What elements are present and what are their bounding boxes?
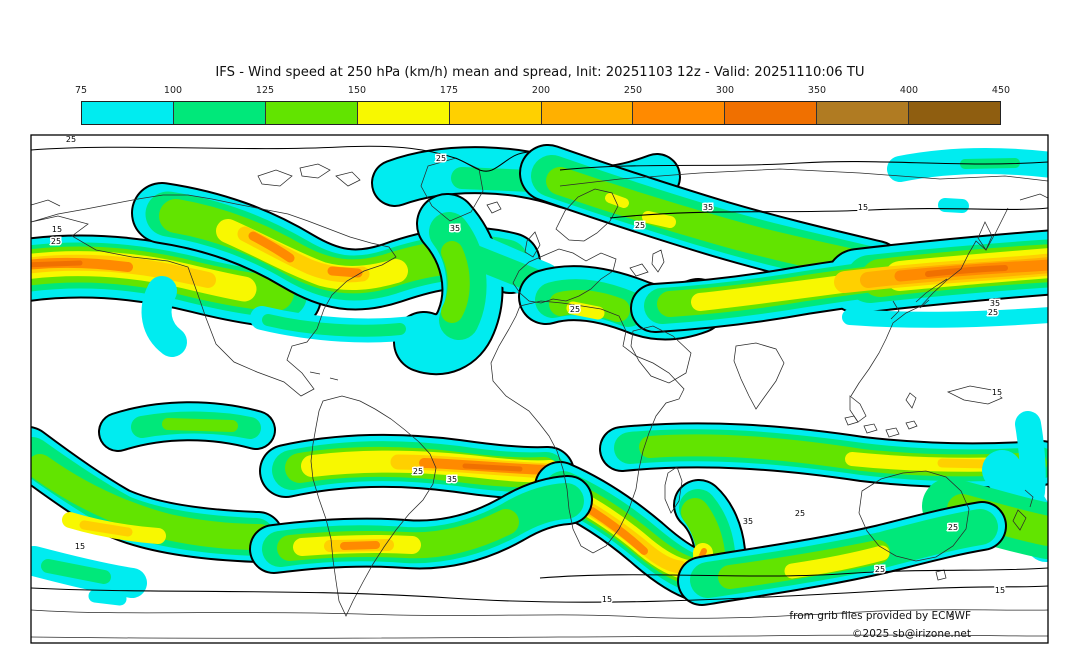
colorbar-segment	[909, 102, 1001, 124]
colorbar-segment	[817, 102, 910, 124]
contour-label: 15	[52, 225, 62, 234]
contour-label: 25	[51, 237, 61, 246]
colorbar-tick-label: 450	[991, 85, 1011, 96]
band-bottom-left	[31, 546, 147, 606]
colorbar-tick-label: 200	[531, 85, 551, 96]
contour-label: 25	[413, 467, 423, 476]
contour-label: 25	[988, 308, 998, 317]
band-indian-band	[599, 422, 1048, 489]
band-sp-left-band	[31, 426, 284, 563]
contour-label: 25	[66, 135, 76, 144]
contour-label: 15	[75, 542, 85, 551]
colorbar-tick-label: 400	[899, 85, 919, 96]
colorbar-segment	[265, 102, 358, 124]
contour-label: 25	[948, 523, 958, 532]
contour-label: 15	[992, 388, 1002, 397]
attribution-source: from grib files provided by ECMWF	[789, 610, 971, 622]
attribution-copyright: ©2025 sb@irizone.net	[852, 628, 971, 640]
band-sp-tropics	[98, 401, 276, 452]
spread-contour-lines	[31, 145, 1048, 603]
colorbar-tick-label: 250	[623, 85, 643, 96]
wind-speed-fill-bands	[31, 144, 1048, 606]
band-aus-south-band	[677, 501, 1007, 606]
colorbar-segment	[357, 102, 450, 124]
colorbar-segment	[541, 102, 634, 124]
contour-label: 15	[995, 586, 1005, 595]
coastlines	[31, 157, 1048, 639]
colorbar-tick-label: 100	[163, 85, 183, 96]
band-scandinavia-russia-band	[519, 144, 905, 298]
colorbar-segment	[173, 102, 266, 124]
band-asia-eastasia-jet	[630, 229, 1048, 333]
contour-label: 25	[875, 565, 885, 574]
colorbar-segment	[82, 102, 174, 124]
colorbar-tick-label: 75	[74, 85, 88, 96]
colorbar-tick-label: 350	[807, 85, 827, 96]
contour-label: 25	[795, 509, 805, 518]
colorbar	[81, 101, 1001, 125]
colorbar-tick-label: 300	[715, 85, 735, 96]
band-nh-pockets	[141, 276, 432, 357]
colorbar-tick-label: 175	[439, 85, 459, 96]
contour-label: 25	[436, 154, 446, 163]
page-title: IFS - Wind speed at 250 hPa (km/h) mean …	[215, 65, 865, 80]
contour-label: 35	[990, 299, 1000, 308]
contour-label: 35	[447, 475, 457, 484]
colorbar-segment	[633, 102, 726, 124]
band-arctic-right	[887, 147, 1048, 213]
contour-label: 5	[949, 613, 954, 622]
colorbar-tick-label: 150	[347, 85, 367, 96]
band-sam-south-branch	[249, 475, 593, 574]
contour-label: 35	[703, 203, 713, 212]
colorbar-segment	[449, 102, 542, 124]
contour-label: 35	[743, 517, 753, 526]
contour-label: 25	[570, 305, 580, 314]
colorbar-segment	[725, 102, 818, 124]
map-frame	[30, 134, 1049, 644]
band-nh-west-jet	[31, 234, 322, 329]
contour-label: 25	[635, 221, 645, 230]
contour-label: 15	[602, 595, 612, 604]
contour-label: 35	[450, 224, 460, 233]
colorbar-tick-label: 125	[255, 85, 275, 96]
contour-label: 15	[858, 203, 868, 212]
